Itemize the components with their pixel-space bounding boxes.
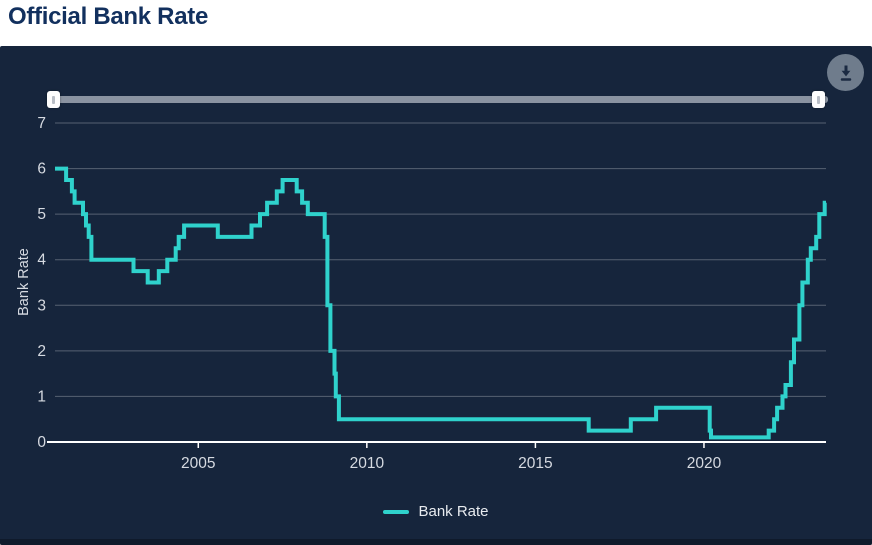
x-tick-label: 2020	[687, 455, 722, 472]
x-tick-label: 2015	[518, 455, 552, 472]
x-tick-label: 2005	[181, 455, 215, 472]
date-range-slider	[0, 91, 872, 109]
y-tick-label: 6	[37, 161, 46, 178]
slider-handle-left[interactable]	[47, 91, 60, 108]
x-tick-label: 2010	[350, 455, 385, 472]
slider-handle-right[interactable]	[812, 91, 825, 108]
legend-line-swatch	[383, 509, 410, 514]
y-axis-title: Bank Rate	[16, 248, 32, 316]
slider-handle-grip	[52, 95, 55, 104]
y-tick-label: 7	[37, 115, 46, 132]
chart-panel: 0 1 2 3 4 5 6 7 2005 2010 2015 2020 Bank Rate Bank R…	[0, 46, 872, 545]
y-tick-label: 5	[37, 206, 46, 223]
y-tick-label: 1	[37, 388, 46, 405]
slider-track[interactable]	[53, 96, 828, 103]
page-title: Official Bank Rate	[8, 3, 208, 30]
y-tick-label: 4	[37, 252, 46, 269]
bank-rate-chart[interactable]: 0 1 2 3 4 5 6 7 2005 2010 2015 2020 Bank Rate	[0, 46, 872, 545]
bank-rate-step-line[interactable]	[55, 166, 827, 440]
legend-label: Bank Rate	[418, 503, 489, 520]
panel-bottom-edge	[0, 539, 872, 545]
download-icon	[840, 65, 851, 81]
y-tick-label: 3	[37, 297, 46, 314]
download-button[interactable]	[827, 54, 864, 91]
slider-handle-grip	[817, 95, 820, 104]
y-tick-label: 2	[37, 343, 46, 360]
y-tick-label: 0	[37, 434, 46, 451]
legend-item-bank-rate[interactable]: Bank Rate	[0, 503, 872, 520]
